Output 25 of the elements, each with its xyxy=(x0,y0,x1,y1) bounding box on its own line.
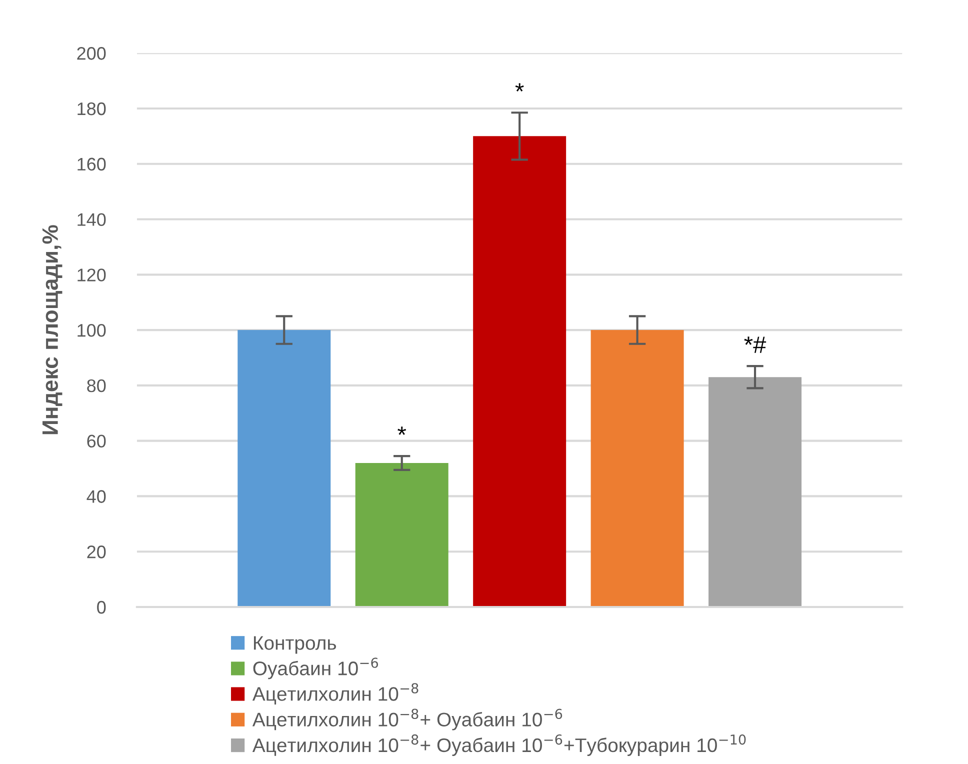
bar xyxy=(355,462,448,607)
y-tick-label: 160 xyxy=(78,158,106,171)
y-tick-label: 20 xyxy=(87,546,106,558)
legend-label: Контроль xyxy=(254,636,336,654)
legend-label: Ацетилхолин 10$^{−8}$ xyxy=(252,683,418,705)
annotation: * xyxy=(398,426,406,435)
y-tick-label: 80 xyxy=(87,379,106,392)
y-tick-label: 180 xyxy=(78,102,106,116)
y-tick-label: 40 xyxy=(86,490,106,503)
bar xyxy=(238,330,331,607)
y-tick-label: 60 xyxy=(87,434,106,448)
bar xyxy=(473,136,566,607)
y-tick-label: 0 xyxy=(97,600,106,614)
bar xyxy=(590,330,684,607)
y-tick-label: 100 xyxy=(78,324,106,337)
legend-label: Оуабаин 10$^{−6}$ xyxy=(253,658,378,680)
legend-label: Ацетилхолин 10$^{−8}$+ Оуабаин 10$^{−6}$+Тубокурарин 10$^{−10}$ xyxy=(252,734,746,756)
y-tick-label: 120 xyxy=(78,268,106,282)
y-tick-label: 200 xyxy=(77,47,106,60)
y-axis-title: Индекс площади,% xyxy=(42,225,62,434)
annotation: * xyxy=(515,83,524,92)
bar xyxy=(708,377,802,607)
y-tick-label: 140 xyxy=(78,213,106,226)
legend-label: Ацетилхолин 10$^{−8}$+ Оуабаин 10$^{−6}$ xyxy=(252,708,562,730)
annotation: *# xyxy=(744,336,766,353)
